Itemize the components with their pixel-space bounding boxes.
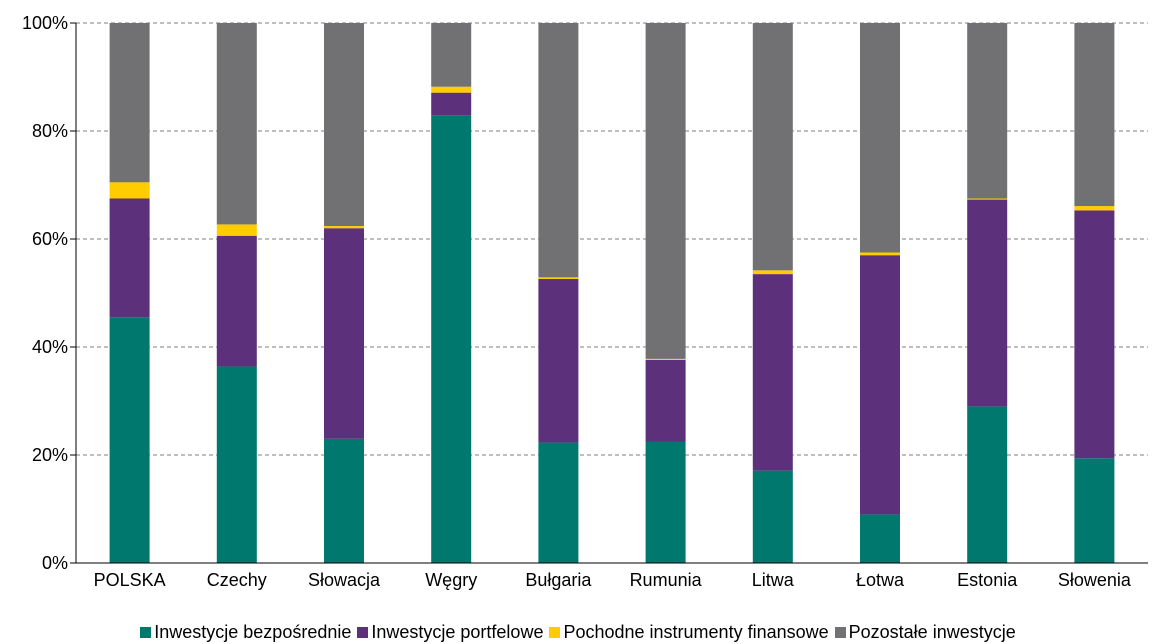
bar-segment — [1074, 210, 1115, 459]
y-tick-label: 100% — [22, 13, 68, 33]
bar-segment — [538, 23, 579, 278]
bar-segment — [109, 317, 150, 563]
bar-segment — [860, 255, 900, 515]
bar-segment — [431, 86, 472, 93]
y-tick-label: 0% — [42, 553, 68, 573]
bar-segment — [538, 278, 579, 443]
legend-label: Pozostałe inwestycje — [848, 621, 1016, 642]
bar-segment — [860, 23, 900, 253]
bar-segment — [752, 270, 793, 275]
bar-segment — [324, 438, 364, 563]
bars — [109, 23, 1115, 563]
bar-segment — [752, 274, 793, 471]
bar-segment — [645, 23, 686, 359]
legend-item: Pozostałe inwestycje — [834, 621, 1016, 643]
bar-segment — [216, 23, 257, 225]
legend-label: Inwestycje bezpośrednie — [154, 621, 352, 642]
x-tick-label: Litwa — [752, 570, 795, 590]
bar-segment — [109, 23, 150, 183]
x-tick-label: Łotwa — [856, 570, 905, 590]
x-tick-label: Słowenia — [1058, 570, 1132, 590]
bar-segment — [216, 224, 257, 236]
bar-segment — [967, 23, 1008, 199]
x-tick-label: Słowacja — [308, 570, 381, 590]
bar-segment — [109, 198, 150, 318]
x-tick-label: Rumunia — [630, 570, 703, 590]
legend-swatch — [549, 626, 561, 638]
legend-swatch — [140, 626, 152, 638]
x-tick-label: Węgry — [425, 570, 477, 590]
bar-segment — [967, 406, 1008, 563]
bar-segment — [1074, 458, 1115, 563]
bar-segment — [1074, 206, 1115, 211]
bar-segment — [431, 92, 472, 116]
bar-segment — [860, 514, 900, 563]
bar-segment — [967, 198, 1008, 200]
x-tick-label: Estonia — [957, 570, 1018, 590]
x-tick-label: Bułgaria — [525, 570, 592, 590]
bar-segment — [967, 199, 1008, 407]
bar-segment — [645, 359, 686, 442]
y-tick-label: 60% — [32, 229, 68, 249]
bar-segment — [752, 23, 793, 271]
axes — [70, 22, 1148, 564]
bar-segment — [324, 226, 364, 229]
legend-item: Inwestycje bezpośrednie — [140, 622, 351, 643]
legend-label: Pochodne instrumenty finansowe — [563, 621, 829, 642]
x-tick-label: POLSKA — [94, 570, 166, 590]
bar-segment — [216, 235, 257, 367]
x-tick-label: Czechy — [207, 570, 267, 590]
bar-segment — [645, 358, 686, 360]
legend-item: Pochodne instrumenty finansowe — [549, 621, 829, 643]
legend-swatch — [357, 626, 369, 638]
bar-segment — [752, 470, 793, 563]
x-tick-labels: POLSKA Czechy Słowacja Węgry Bułgaria Rumunia… — [94, 570, 1132, 590]
bar-segment — [538, 277, 579, 279]
bar-segment — [324, 228, 364, 439]
bar-segment — [324, 23, 364, 227]
bar-segment — [431, 23, 472, 87]
y-tick-label: 80% — [32, 121, 68, 141]
bar-segment — [216, 366, 257, 563]
y-tick-label: 20% — [32, 445, 68, 465]
y-tick-labels: 0% 20% 40% 60% 80% 100% — [22, 13, 68, 573]
y-tick-label: 40% — [32, 337, 68, 357]
bar-segment — [538, 442, 579, 563]
stacked-bar-chart: 0% 20% 40% 60% 80% 100% POLSKA Czechy Słowacja W… — [22, 13, 1148, 590]
legend-label: Inwestycje portfelowe — [371, 621, 544, 642]
legend: Inwestycje bezpośrednie Inwestycje portfe… — [0, 620, 1156, 644]
legend-swatch — [834, 626, 846, 638]
bar-segment — [860, 252, 900, 256]
bar-segment — [1074, 23, 1115, 207]
bar-segment — [645, 441, 686, 563]
legend-item: Inwestycje portfelowe — [357, 622, 543, 643]
bar-segment — [431, 115, 472, 563]
bar-segment — [109, 182, 150, 199]
